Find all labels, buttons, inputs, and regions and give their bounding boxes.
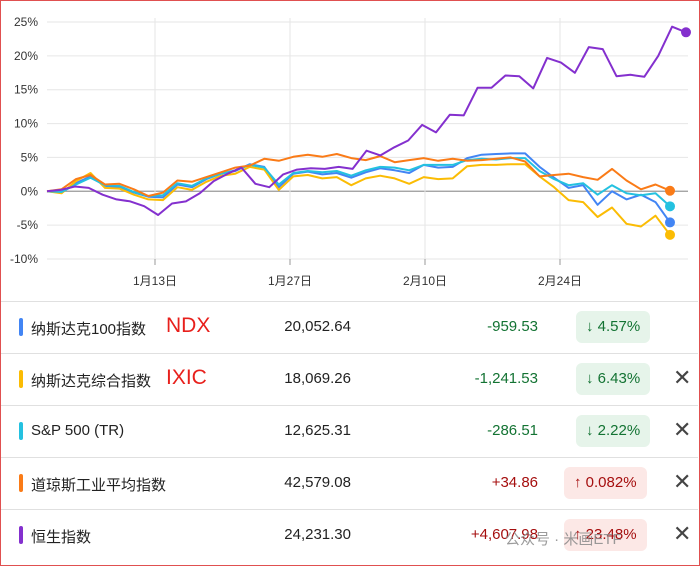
- remove-index-button[interactable]: ✕: [673, 417, 692, 442]
- index-value: 12,625.31: [284, 422, 351, 439]
- index-change: -1,241.53: [474, 370, 538, 387]
- index-value: 42,579.08: [284, 474, 351, 491]
- index-name: 道琼斯工业平均指数: [31, 477, 167, 494]
- index-value: 20,052.64: [284, 318, 351, 335]
- index-value: 18,069.26: [284, 370, 351, 387]
- remove-index-button[interactable]: ✕: [673, 469, 692, 494]
- arrow-down-icon: ↓: [586, 422, 594, 439]
- arrow-down-icon: ↓: [586, 370, 594, 387]
- index-abbreviation: IXIC: [166, 366, 207, 389]
- index-row[interactable]: 道琼斯工业平均指数 42,579.08 +34.86 ↑ 0.082% ✕: [1, 457, 698, 510]
- y-tick-label: -5%: [17, 218, 39, 232]
- watermark: 公众号 · 米画ETF: [505, 531, 622, 548]
- index-name: S&P 500 (TR): [31, 422, 125, 439]
- index-change: -959.53: [487, 318, 538, 335]
- percent-change-value: 23.48%: [585, 526, 637, 543]
- series-endpoint-2: [665, 201, 675, 212]
- series-endpoint-1: [665, 229, 675, 240]
- series-color-marker: [19, 526, 23, 544]
- series-color-marker: [19, 318, 23, 336]
- y-tick-label: 15%: [14, 83, 38, 97]
- y-tick-label: 25%: [14, 15, 38, 29]
- percent-change-badge: ↓ 2.22%: [576, 415, 651, 447]
- arrow-up-icon: ↑: [574, 526, 582, 543]
- series-line-3: [46, 153, 671, 197]
- x-tick-label: 1月13日: [133, 274, 177, 288]
- percent-change-badge: ↑ 0.082%: [564, 467, 647, 499]
- series-endpoint-3: [665, 185, 675, 196]
- percent-change-value: 6.43%: [597, 370, 641, 387]
- index-row[interactable]: S&P 500 (TR) 12,625.31 -286.51 ↓ 2.22% ✕: [1, 405, 698, 458]
- index-name: 恒生指数: [31, 529, 92, 546]
- series-line-1: [46, 163, 671, 236]
- x-tick-label: 2月10日: [403, 274, 447, 288]
- index-change: +34.86: [491, 474, 538, 491]
- series-endpoint-4: [681, 27, 691, 38]
- series-line-0: [46, 152, 671, 223]
- index-name: 纳斯达克100指数: [31, 321, 147, 338]
- index-row[interactable]: 纳斯达克综合指数 IXIC 18,069.26 -1,241.53 ↓ 6.43% ✕: [1, 353, 698, 406]
- series-color-marker: [19, 370, 23, 388]
- remove-index-button[interactable]: ✕: [673, 365, 692, 390]
- arrow-down-icon: ↓: [586, 318, 594, 335]
- series-endpoint-0: [665, 217, 675, 228]
- y-tick-label: -10%: [10, 252, 38, 266]
- index-change: +4,607.98: [470, 526, 538, 543]
- y-tick-label: 0%: [21, 184, 39, 198]
- y-tick-label: 10%: [14, 117, 38, 131]
- series-color-marker: [19, 474, 23, 492]
- series-color-marker: [19, 422, 23, 440]
- x-tick-label: 2月24日: [538, 274, 582, 288]
- percent-change-value: 2.22%: [597, 422, 641, 439]
- index-row[interactable]: 恒生指数 24,231.30 +4,607.98 ↑ 23.48% ✕: [1, 509, 698, 562]
- x-tick-label: 1月27日: [268, 274, 312, 288]
- percent-change-badge: ↑ 23.48%: [564, 519, 647, 551]
- index-abbreviation: NDX: [166, 314, 211, 337]
- y-tick-label: 20%: [14, 49, 38, 63]
- y-tick-label: 5%: [21, 150, 39, 164]
- arrow-up-icon: ↑: [574, 474, 582, 491]
- percent-change-value: 4.57%: [597, 318, 641, 335]
- percent-change-value: 0.082%: [585, 474, 637, 491]
- percent-change-badge: ↓ 6.43%: [576, 363, 651, 395]
- remove-index-button[interactable]: ✕: [673, 521, 692, 546]
- index-name: 纳斯达克综合指数: [31, 373, 152, 390]
- index-value: 24,231.30: [284, 526, 351, 543]
- comparison-line-chart: 25% 20% 15% 10% 5% 0% -5% -10% 1月13日 1月27日 2月10日 2月…: [10, 15, 691, 288]
- index-row[interactable]: 纳斯达克100指数 NDX 20,052.64 -959.53 ↓ 4.57%: [1, 301, 698, 354]
- series-line-4: [46, 25, 687, 216]
- index-change: -286.51: [487, 422, 538, 439]
- percent-change-badge: ↓ 4.57%: [576, 311, 651, 343]
